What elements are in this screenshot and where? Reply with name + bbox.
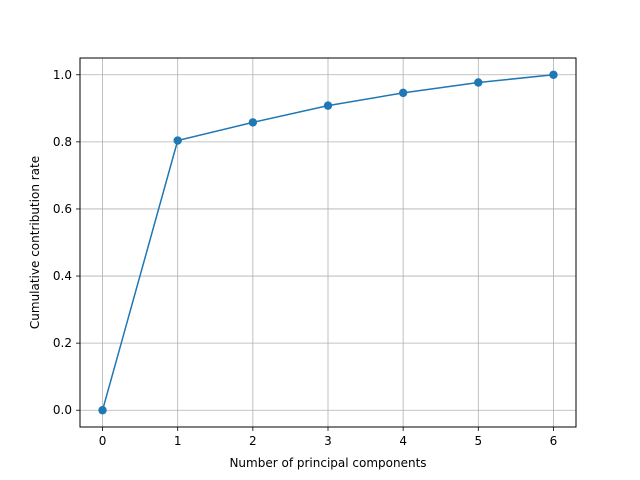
grid-lines: [80, 58, 576, 427]
x-tick-label: 3: [324, 434, 332, 448]
y-tick-label: 0.8: [53, 135, 72, 149]
y-tick-label: 1.0: [53, 68, 72, 82]
y-tick-label: 0.4: [53, 269, 72, 283]
y-tick-label: 0.0: [53, 403, 72, 417]
x-tick-label: 1: [174, 434, 182, 448]
x-tick-label: 5: [474, 434, 482, 448]
y-axis-label: Cumulative contribution rate: [28, 156, 42, 329]
y-tick-label: 0.6: [53, 202, 72, 216]
series-layer: [98, 70, 558, 415]
data-point: [549, 70, 558, 79]
data-point: [323, 101, 333, 110]
tick-layer: 0 1 2 3 4 5 6 0.0 0.2 0.4 0.6 0.8 1.0: [53, 68, 557, 448]
data-point: [474, 78, 483, 87]
x-tick-label: 4: [399, 434, 407, 448]
x-axis-label: Number of principal components: [229, 456, 426, 470]
data-point: [98, 406, 107, 415]
x-tick-label: 6: [550, 434, 558, 448]
x-tick-label: 0: [99, 434, 107, 448]
x-tick-label: 2: [249, 434, 257, 448]
data-point: [398, 88, 408, 98]
data-point: [248, 118, 258, 127]
data-point: [173, 136, 182, 145]
y-tick-label: 0.2: [53, 336, 72, 350]
